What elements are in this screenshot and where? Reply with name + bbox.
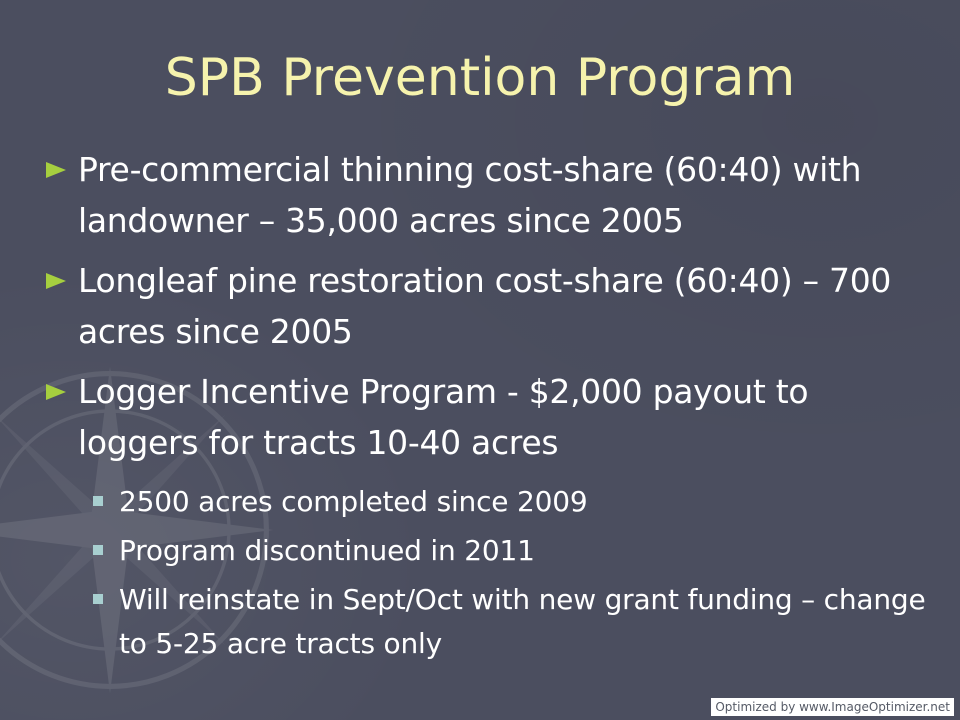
square-bullet-icon [93, 496, 103, 506]
bullet-item: Pre-commercial thinning cost-share (60:4… [44, 144, 934, 246]
slide-title: SPB Prevention Program [164, 48, 796, 108]
sub-bullet-item: 2500 acres completed since 2009 [44, 480, 934, 524]
sub-bullet-text: 2500 acres completed since 2009 [119, 485, 588, 518]
square-bullet-icon [93, 545, 103, 555]
bullet-list: Pre-commercial thinning cost-share (60:4… [44, 144, 934, 477]
bullet-text: Pre-commercial thinning cost-share (60:4… [78, 150, 862, 240]
compass-rose-icon [0, 366, 274, 694]
sub-bullet-item: Will reinstate in Sept/Oct with new gran… [44, 578, 934, 666]
square-bullet-icon [93, 594, 103, 604]
sub-bullet-list: 2500 acres completed since 2009 Program … [44, 476, 934, 671]
triangle-bullet-icon [46, 162, 66, 178]
sub-bullet-text: Will reinstate in Sept/Oct with new gran… [119, 583, 926, 660]
bullet-item: Logger Incentive Program - $2,000 payout… [44, 366, 934, 468]
bullet-text: Longleaf pine restoration cost-share (60… [78, 261, 892, 351]
triangle-bullet-icon [46, 273, 66, 289]
triangle-bullet-icon [46, 384, 66, 400]
bullet-text: Logger Incentive Program - $2,000 payout… [78, 372, 809, 462]
sub-bullet-text: Program discontinued in 2011 [119, 534, 535, 567]
watermark: Optimized by www.ImageOptimizer.net [711, 698, 954, 716]
bullet-item: Longleaf pine restoration cost-share (60… [44, 255, 934, 357]
sub-bullet-item: Program discontinued in 2011 [44, 529, 934, 573]
